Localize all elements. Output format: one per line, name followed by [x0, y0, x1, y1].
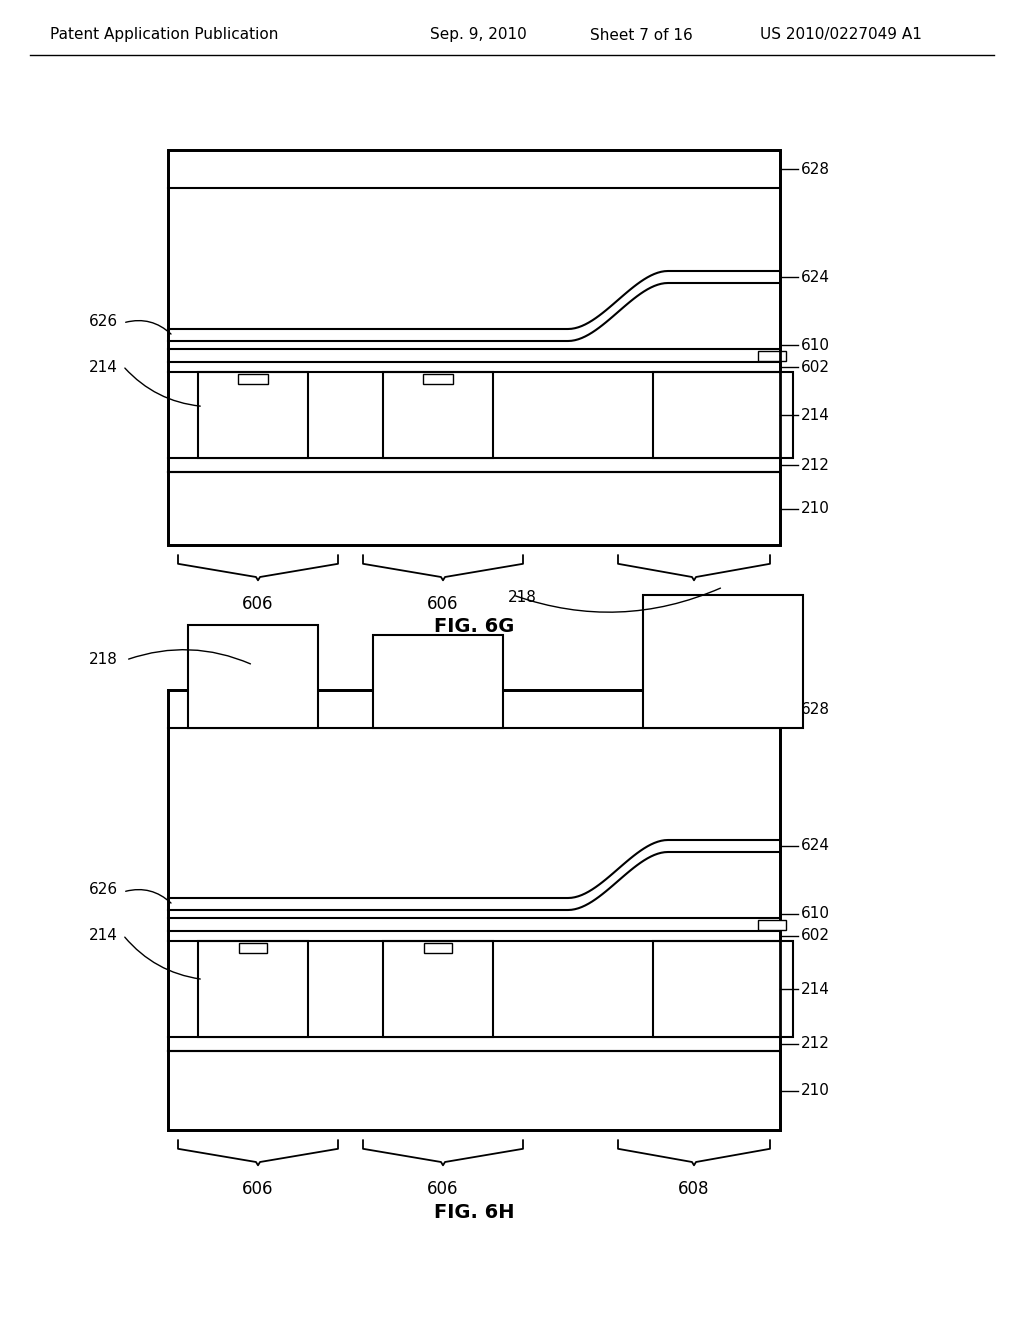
- Text: 602: 602: [801, 928, 830, 944]
- Bar: [758, 351, 786, 360]
- Text: 210: 210: [801, 1082, 829, 1098]
- Text: Sheet 7 of 16: Sheet 7 of 16: [590, 28, 693, 42]
- Bar: [168, 150, 780, 545]
- Text: Sep. 9, 2010: Sep. 9, 2010: [430, 28, 526, 42]
- Text: 212: 212: [801, 1036, 829, 1052]
- Bar: [373, 635, 503, 729]
- Text: 606: 606: [243, 595, 273, 612]
- Bar: [168, 360, 780, 372]
- Polygon shape: [168, 840, 780, 909]
- Text: 214: 214: [89, 928, 118, 944]
- Bar: [643, 595, 803, 729]
- Bar: [168, 690, 780, 729]
- Bar: [423, 374, 453, 384]
- Bar: [188, 624, 318, 729]
- Text: 210: 210: [801, 502, 829, 516]
- Bar: [168, 458, 780, 473]
- Text: 214: 214: [89, 359, 118, 375]
- Text: 606: 606: [427, 595, 459, 612]
- Bar: [758, 920, 786, 931]
- Text: 218: 218: [89, 652, 118, 668]
- Bar: [424, 942, 452, 953]
- Bar: [168, 690, 780, 1130]
- Text: 626: 626: [89, 314, 118, 329]
- Text: 624: 624: [801, 838, 830, 854]
- Bar: [239, 942, 267, 953]
- Text: 212: 212: [801, 458, 829, 473]
- Bar: [198, 372, 308, 458]
- Text: 214: 214: [801, 408, 829, 422]
- Text: 610: 610: [801, 338, 830, 352]
- Bar: [653, 372, 793, 458]
- Bar: [383, 941, 493, 1038]
- Text: FIG. 6H: FIG. 6H: [434, 1203, 514, 1221]
- Text: FIG. 6G: FIG. 6G: [434, 618, 514, 636]
- Bar: [168, 1038, 780, 1051]
- Text: 610: 610: [801, 907, 830, 921]
- Bar: [168, 150, 780, 187]
- Bar: [383, 372, 493, 458]
- Text: 624: 624: [801, 269, 830, 285]
- Bar: [653, 941, 793, 1038]
- Text: 606: 606: [243, 1180, 273, 1199]
- Text: Patent Application Publication: Patent Application Publication: [50, 28, 279, 42]
- Text: 628: 628: [801, 701, 830, 717]
- Text: 626: 626: [89, 883, 118, 898]
- Text: 602: 602: [801, 359, 830, 375]
- Polygon shape: [168, 271, 780, 341]
- Bar: [238, 374, 268, 384]
- Text: 606: 606: [427, 1180, 459, 1199]
- Text: 214: 214: [801, 982, 829, 997]
- Text: 218: 218: [508, 590, 537, 605]
- Bar: [168, 929, 780, 941]
- Bar: [168, 458, 780, 473]
- Text: 608: 608: [678, 1180, 710, 1199]
- Text: 628: 628: [801, 161, 830, 177]
- Text: 608: 608: [678, 595, 710, 612]
- Text: US 2010/0227049 A1: US 2010/0227049 A1: [760, 28, 922, 42]
- Bar: [168, 150, 780, 545]
- Bar: [198, 941, 308, 1038]
